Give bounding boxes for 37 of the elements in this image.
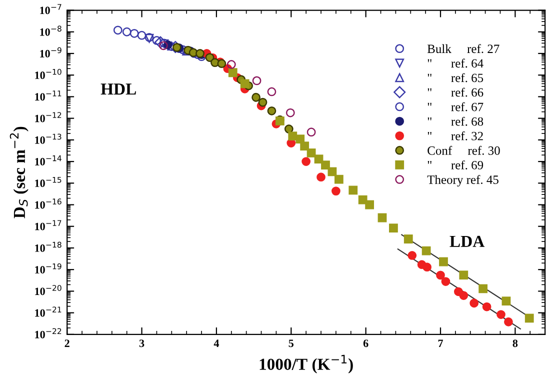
y-tick-label: 10$^{−12}$	[35, 112, 62, 122]
legend-label: Conf ref. 30	[428, 146, 500, 155]
y-tick-label: 10$^{−19}$	[35, 263, 62, 274]
x-tick-label: 3	[139, 340, 144, 348]
legend-label: " ref. 69	[428, 160, 484, 170]
y-tick-label: 10$^{−15}$	[35, 177, 62, 188]
y-tick-label: 10$^{−14}$	[35, 155, 62, 166]
legend-label: " ref. 65	[428, 73, 484, 82]
x-tick-label: 8	[512, 340, 518, 348]
y-tick-label: 10$^{−8}$	[40, 26, 62, 36]
legend-label: " ref. 68	[428, 116, 484, 126]
annotation: LDA	[450, 236, 485, 247]
y-tick-label: 10$^{−21}$	[35, 306, 62, 317]
y-axis-title: D$_{S}$ (sec m$^{−2}$)	[10, 126, 28, 218]
legend-label: Theory ref. 45	[427, 175, 498, 187]
legend-label: " ref. 32	[428, 131, 483, 140]
y-tick-label: 10$^{−11}$	[35, 90, 62, 101]
x-tick-label: 4	[214, 340, 220, 347]
annotation: HDL	[100, 84, 136, 95]
legend-label: " ref. 67	[428, 102, 484, 112]
y-tick-label: 10$^{−9}$	[40, 47, 62, 58]
y-tick-label: 10$^{−10}$	[35, 68, 62, 80]
x-tick-label: 5	[288, 340, 294, 348]
y-tick-label: 10$^{−17}$	[35, 220, 62, 230]
y-tick-label: 10$^{−7}$	[40, 4, 62, 14]
legend-label: " ref. 66	[428, 88, 484, 97]
x-axis-title: 1000/T (K$^{−1}$)	[260, 354, 353, 374]
y-tick-label: 10$^{−22}$	[35, 328, 62, 338]
y-tick-label: 10$^{−16}$	[35, 198, 62, 209]
y-tick-label: 10$^{−18}$	[35, 242, 62, 252]
x-tick-label: 6	[363, 340, 368, 348]
legend-label: Bulk ref. 27	[427, 44, 500, 54]
y-tick-label: 10$^{−20}$	[35, 285, 62, 296]
y-tick-label: 10$^{−13}$	[35, 134, 62, 144]
x-tick-label: 2	[64, 340, 70, 347]
x-tick-label: 7	[438, 340, 444, 347]
legend-label: " ref. 64	[428, 58, 484, 68]
